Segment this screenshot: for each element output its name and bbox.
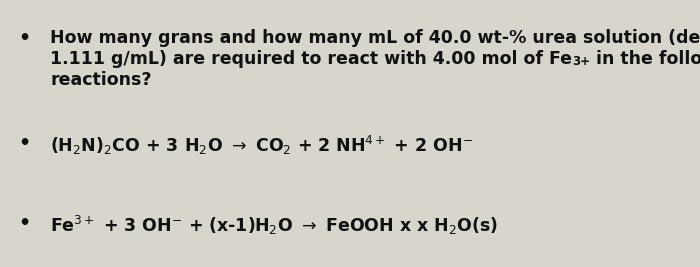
Text: •: • (18, 214, 30, 233)
Text: in the following: in the following (590, 50, 700, 68)
Text: (H$_2$N)$_2$CO + 3 H$_2$O $\rightarrow$ CO$_2$ + 2 NH$^{4+}$ + 2 OH$^{-}$: (H$_2$N)$_2$CO + 3 H$_2$O $\rightarrow$ … (50, 134, 473, 157)
Text: How many grans and how many mL of 40.0 wt-% urea solution (density: How many grans and how many mL of 40.0 w… (50, 29, 700, 47)
Text: 3+: 3+ (572, 55, 590, 68)
Text: Fe$^{3+}$ + 3 OH$^{-}$ + (x-1)H$_2$O $\rightarrow$ FeOOH x x H$_2$O(s): Fe$^{3+}$ + 3 OH$^{-}$ + (x-1)H$_2$O $\r… (50, 214, 498, 237)
Text: reactions?: reactions? (50, 71, 151, 89)
Text: •: • (18, 29, 30, 48)
Text: 1.111 g/mL) are required to react with 4.00 mol of Fe: 1.111 g/mL) are required to react with 4… (50, 50, 572, 68)
Text: •: • (18, 134, 30, 153)
